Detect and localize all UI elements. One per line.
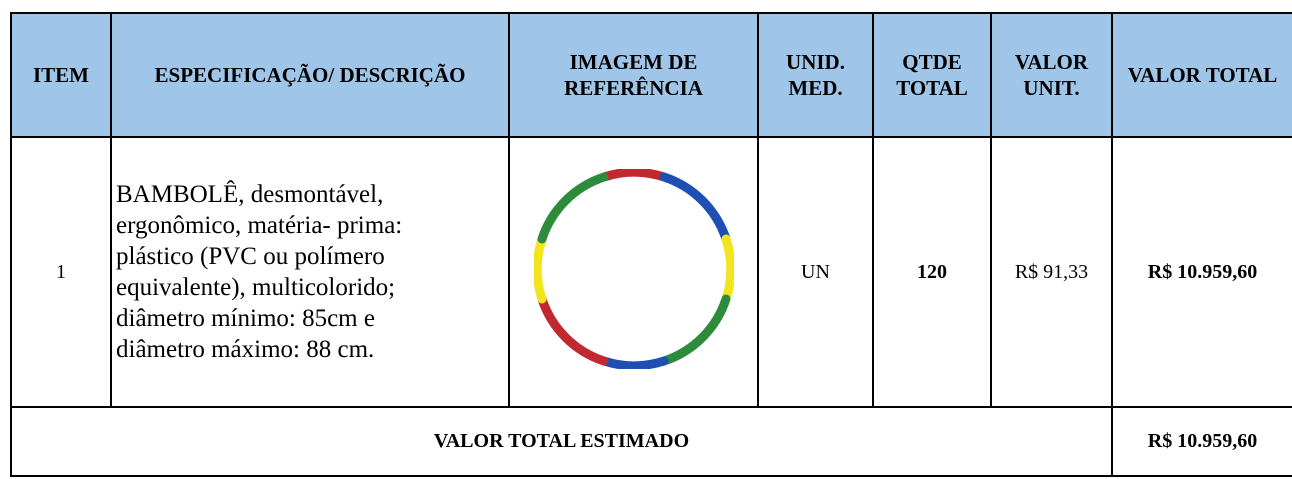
header-cell: ITEM — [10, 12, 112, 138]
description-line: diâmetro mínimo: 85cm e — [116, 305, 375, 332]
quantity: 120 — [872, 136, 992, 408]
item-number: 1 — [10, 136, 112, 408]
footer-row: VALOR TOTAL ESTIMADO R$ 10.959,60 — [10, 406, 1292, 477]
budget-table: ITEM ESPECIFICAÇÃO/ DESCRIÇÃO IMAGEM DE … — [10, 12, 1292, 477]
description-line: equivalente), multicolorido; — [116, 274, 396, 301]
header-cell: UNID. MED. — [757, 12, 874, 138]
header-cell: ESPECIFICAÇÃO/ DESCRIÇÃO — [110, 12, 510, 138]
header-cell: IMAGEM DE REFERÊNCIA — [508, 12, 759, 138]
unit-value: R$ 91,33 — [990, 136, 1113, 408]
description-line: plástico (PVC ou polímero — [116, 243, 385, 270]
footer-label: VALOR TOTAL ESTIMADO — [10, 406, 1113, 477]
image-cell — [508, 136, 759, 408]
description-line: diâmetro máximo: 88 cm. — [116, 336, 375, 363]
header-cell: VALOR TOTAL — [1111, 12, 1292, 138]
description: BAMBOLÊ, desmontável, ergonômico, matéria… — [110, 136, 510, 408]
header-row: ITEM ESPECIFICAÇÃO/ DESCRIÇÃO IMAGEM DE … — [10, 12, 1292, 138]
description-line: BAMBOLÊ, desmontável, — [116, 181, 384, 208]
description-line: ergonômico, matéria- prima: — [116, 212, 403, 239]
footer-value: R$ 10.959,60 — [1111, 406, 1292, 477]
header-cell: QTDE TOTAL — [872, 12, 992, 138]
total-value: R$ 10.959,60 — [1111, 136, 1292, 408]
header-cell: VALOR UNIT. — [990, 12, 1113, 138]
hoop-image — [532, 167, 735, 371]
unit: UN — [757, 136, 874, 408]
item-row: 1 BAMBOLÊ, desmontável, ergonômico, matér… — [10, 136, 1292, 408]
